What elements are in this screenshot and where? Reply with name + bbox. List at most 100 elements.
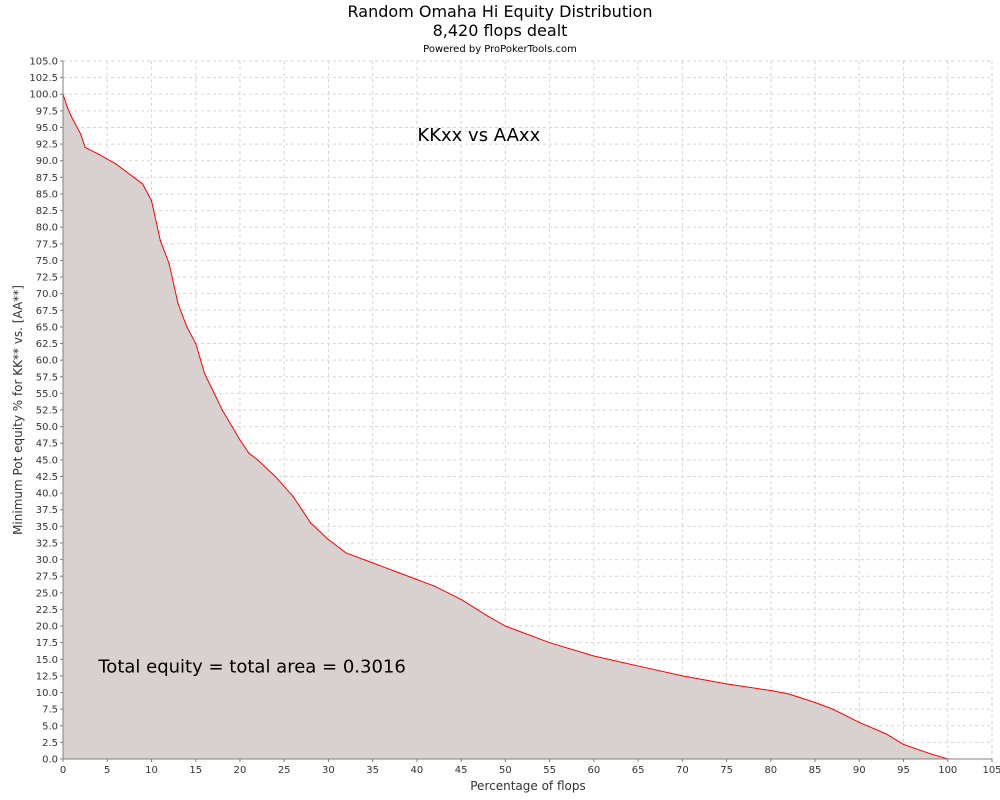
y-tick-label: 35.0	[36, 522, 58, 533]
y-axis-label: Minimum Pot equity % for KK** vs. [AA**]	[11, 285, 25, 535]
equity-curve-point	[203, 372, 206, 375]
x-tick-label: 20	[234, 765, 247, 776]
x-tick-label: 45	[455, 765, 468, 776]
equity-curve-point	[168, 263, 170, 265]
y-tick-label: 27.5	[36, 572, 58, 583]
y-tick-label: 70.0	[36, 289, 58, 300]
annotation-matchup: KKxx vs AAxx	[417, 125, 540, 146]
equity-curve-point	[487, 615, 489, 617]
y-tick-label: 25.0	[36, 588, 58, 599]
x-tick-label: 55	[543, 765, 556, 776]
equity-curve-point	[80, 133, 82, 135]
y-tick-label: 105.0	[29, 57, 58, 68]
equity-area-fill	[63, 94, 948, 759]
x-tick-label: 15	[189, 765, 202, 776]
y-tick-label: 45.0	[36, 455, 58, 466]
y-tick-label: 97.5	[36, 106, 58, 117]
x-tick-label: 80	[764, 765, 777, 776]
y-tick-label: 20.0	[36, 622, 58, 633]
equity-curve-point	[885, 733, 887, 735]
x-tick-label: 105	[982, 765, 1000, 776]
y-tick-label: 80.0	[36, 223, 58, 234]
y-tick-label: 50.0	[36, 422, 58, 433]
y-tick-label: 37.5	[36, 505, 58, 516]
x-tick-label: 25	[278, 765, 291, 776]
equity-curve-point	[221, 409, 223, 411]
equity-curve-point	[504, 625, 506, 627]
y-tick-label: 42.5	[36, 472, 58, 483]
x-tick-label: 50	[499, 765, 512, 776]
equity-curve-point	[71, 116, 73, 119]
equity-curve-point	[416, 578, 418, 581]
y-tick-label: 102.5	[29, 73, 58, 84]
y-axis-ticks: 0.0 2.5 5.0 7.5 10.0 12.5 15.0 17.5 20.0 22.5 25.0…	[29, 57, 63, 766]
y-tick-label: 82.5	[36, 206, 58, 217]
equity-curve-point	[310, 522, 312, 524]
y-tick-label: 30.0	[36, 555, 58, 566]
x-tick-label: 65	[632, 765, 645, 776]
y-tick-label: 40.0	[36, 489, 58, 500]
equity-curve-point	[133, 176, 135, 178]
equity-curve-point	[292, 495, 294, 498]
equity-curve-point	[301, 509, 303, 511]
equity-curve-point	[239, 439, 241, 441]
chart-credit: Powered by ProPokerTools.com	[423, 44, 577, 55]
x-tick-label: 0	[60, 765, 66, 776]
equity-curve-point	[814, 701, 816, 704]
y-tick-label: 32.5	[36, 538, 58, 549]
y-tick-label: 65.0	[36, 322, 58, 333]
equity-curve-point	[150, 200, 153, 202]
equity-curve-point	[725, 683, 728, 685]
y-tick-label: 0.0	[42, 755, 58, 766]
y-tick-label: 67.5	[36, 306, 58, 317]
equity-curve-point	[372, 562, 374, 564]
annotation-total-equity: Total equity = total area = 0.3016	[97, 657, 405, 678]
y-tick-label: 87.5	[36, 173, 58, 184]
x-tick-label: 100	[938, 765, 957, 776]
equity-curve-point	[593, 655, 595, 657]
y-tick-label: 92.5	[36, 140, 58, 151]
y-tick-label: 77.5	[36, 239, 58, 250]
equity-curve-point	[84, 146, 86, 149]
y-tick-label: 5.0	[42, 721, 58, 732]
y-tick-label: 17.5	[36, 638, 58, 649]
x-tick-label: 40	[411, 765, 424, 776]
equity-curve-point	[66, 106, 69, 109]
y-tick-label: 2.5	[42, 738, 58, 749]
x-tick-label: 60	[587, 765, 600, 776]
x-tick-label: 95	[897, 765, 910, 776]
x-tick-label: 10	[145, 765, 158, 776]
x-tick-label: 90	[853, 765, 866, 776]
x-tick-label: 35	[366, 765, 379, 776]
chart-title: Random Omaha Hi Equity Distribution	[348, 2, 653, 21]
y-tick-label: 90.0	[36, 156, 58, 167]
equity-curve-point	[257, 459, 259, 461]
x-tick-label: 30	[322, 765, 335, 776]
equity-curve-point	[345, 552, 347, 554]
equity-curve-point	[195, 342, 197, 345]
equity-curve-point	[681, 675, 683, 677]
y-tick-label: 55.0	[36, 389, 58, 400]
equity-curve-point	[398, 572, 400, 574]
y-tick-label: 47.5	[36, 439, 58, 450]
y-tick-label: 85.0	[36, 189, 58, 200]
y-tick-label: 10.0	[36, 688, 58, 699]
equity-curve-point	[97, 153, 99, 155]
y-tick-label: 7.5	[42, 705, 58, 716]
equity-curve-point	[787, 693, 790, 695]
y-tick-label: 100.0	[29, 90, 58, 101]
y-tick-label: 95.0	[36, 123, 58, 134]
equity-curve-point	[770, 689, 772, 692]
equity-curve-point	[274, 475, 276, 478]
equity-curve-point	[248, 452, 250, 454]
equity-curve-point	[902, 743, 905, 745]
x-tick-label: 5	[104, 765, 110, 776]
x-axis-label: Percentage of flops	[470, 779, 585, 793]
equity-curve-point	[832, 708, 834, 710]
equity-curve-point	[434, 585, 436, 587]
y-tick-label: 60.0	[36, 356, 58, 367]
equity-curve-point	[142, 183, 144, 185]
equity-curve-point	[858, 721, 860, 724]
equity-curve-point	[327, 539, 330, 541]
